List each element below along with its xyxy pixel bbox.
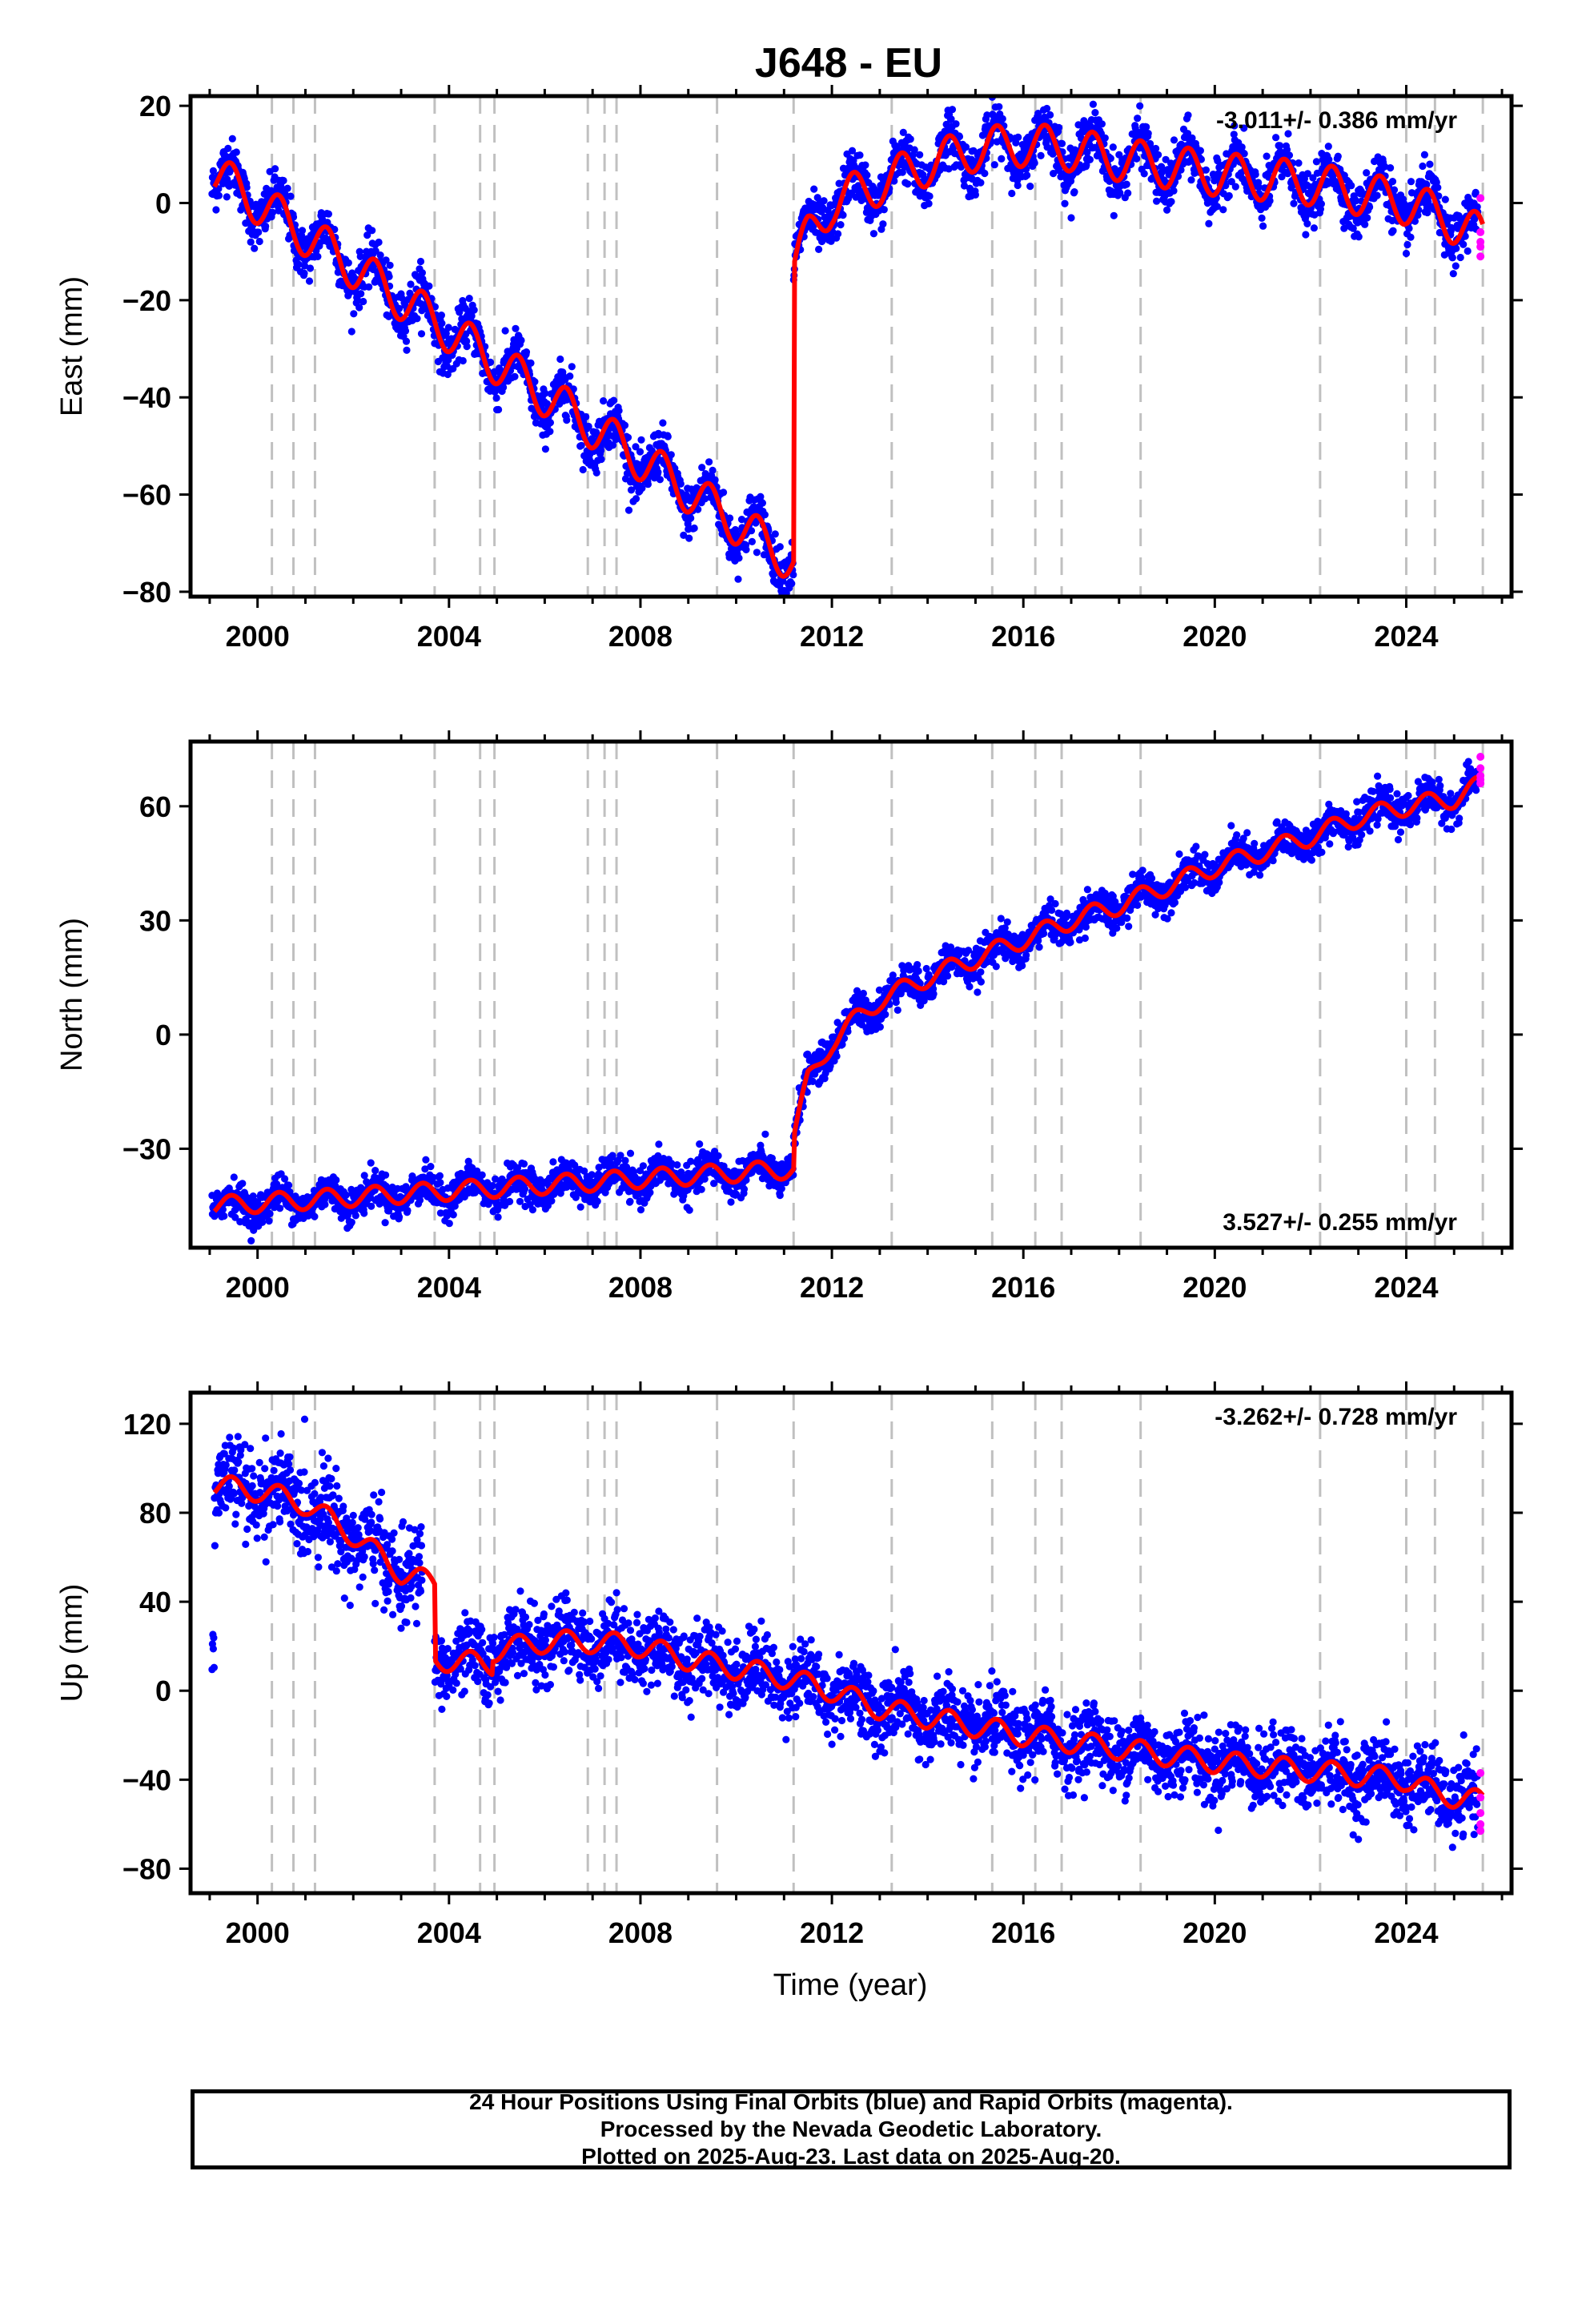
east-model-line — [212, 123, 1485, 579]
up-rapid-point — [1476, 1769, 1485, 1777]
footer-line-dates: Plotted on 2025-Aug-23. Last data on 202… — [581, 2144, 1121, 2169]
up-x-tick-label: 2012 — [800, 1916, 864, 1949]
north-x-tick-label: 2004 — [417, 1271, 481, 1304]
east-x-tick-label: 2000 — [226, 620, 290, 653]
north-x-tick-label: 2012 — [800, 1271, 864, 1304]
up-y-tick-label: −80 — [122, 1852, 171, 1885]
north-y-axis-title: North (mm) — [55, 918, 89, 1072]
east-x-tick-label: 2020 — [1182, 620, 1247, 653]
east-rapid-point — [1476, 243, 1485, 251]
north-x-tick-label: 2024 — [1374, 1271, 1438, 1304]
north-rapid-point — [1476, 753, 1485, 762]
up-y-tick-label: −40 — [122, 1763, 171, 1796]
north-plot-area — [208, 742, 1485, 1248]
north-y-tick-label: −30 — [122, 1132, 171, 1165]
up-points-cloud — [208, 1415, 1482, 1852]
north-frame — [188, 739, 1514, 1250]
north-points-cloud — [208, 758, 1482, 1245]
east-plot-area — [208, 96, 1485, 597]
footer-line-processor: Processed by the Nevada Geodetic Laborat… — [600, 2117, 1102, 2141]
footer-line-orbits: 24 Hour Positions Using Final Orbits (bl… — [469, 2089, 1233, 2114]
x-axis-title: Time (year) — [773, 1968, 928, 2002]
panel-up: 2000 2004 2008 2012 2016 2020 2024 −80 −40 0 40 80 1… — [55, 1381, 1523, 1949]
east-y-tick-label: −20 — [122, 284, 171, 317]
north-x-tick-label: 2020 — [1182, 1271, 1247, 1304]
up-plot-area — [208, 1393, 1485, 1893]
up-final-orbit-points — [208, 1415, 1482, 1852]
up-x-tick-label: 2024 — [1374, 1916, 1438, 1949]
up-x-tick-label: 2016 — [991, 1916, 1055, 1949]
up-rapid-point — [1476, 1809, 1485, 1817]
up-y-axis-title: Up (mm) — [55, 1584, 89, 1703]
east-frame — [188, 94, 1514, 599]
east-x-tick-label: 2012 — [800, 620, 864, 653]
footer-box: 24 Hour Positions Using Final Orbits (bl… — [191, 2089, 1512, 2169]
east-y-tick-label: 20 — [139, 90, 171, 123]
east-x-tick-label: 2008 — [608, 620, 673, 653]
east-x-tick-label: 2016 — [991, 620, 1055, 653]
north-rate-label: 3.527+/- 0.255 mm/yr — [1223, 1209, 1457, 1236]
east-y-tick-label: −60 — [122, 479, 171, 512]
up-y-tick-label: 0 — [155, 1675, 171, 1707]
east-rapid-orbit-points — [1476, 194, 1485, 261]
east-y-axis-title: East (mm) — [55, 276, 89, 416]
north-rapid-point — [1476, 764, 1485, 773]
east-y-tick-label: −80 — [122, 576, 171, 609]
north-final-orbit-points — [208, 758, 1482, 1245]
east-y-tick-label: −40 — [122, 381, 171, 414]
north-x-tick-label: 2008 — [608, 1271, 673, 1304]
north-y-tick-label: 60 — [139, 790, 171, 823]
up-rapid-point — [1476, 1827, 1485, 1835]
up-x-tick-label: 2004 — [417, 1916, 481, 1949]
up-rapid-orbit-points — [1476, 1769, 1485, 1835]
up-y-tick-label: 40 — [139, 1586, 171, 1618]
up-rapid-point — [1476, 1819, 1485, 1828]
east-rapid-point — [1476, 252, 1485, 261]
figure-title: J648 - EU — [755, 40, 942, 86]
up-x-tick-label: 2008 — [608, 1916, 673, 1949]
north-y-tick-label: 0 — [155, 1019, 171, 1051]
north-x-tick-label: 2000 — [226, 1271, 290, 1304]
east-y-tick-label: 0 — [155, 187, 171, 219]
up-y-tick-label: 120 — [123, 1408, 171, 1441]
up-x-tick-label: 2000 — [226, 1916, 290, 1949]
up-y-tick-label: 80 — [139, 1497, 171, 1530]
up-x-tick-label: 2020 — [1182, 1916, 1247, 1949]
east-rate-label: -3.011+/- 0.386 mm/yr — [1216, 107, 1457, 134]
north-x-tick-label: 2016 — [991, 1271, 1055, 1304]
panel-north: 2000 2004 2008 2012 2016 2020 2024 −30 0 30 60 Nort… — [55, 730, 1523, 1304]
up-rapid-point — [1476, 1793, 1485, 1802]
up-frame — [188, 1390, 1514, 1896]
panel-east: 2000 2004 2008 2012 2016 2020 2024 −80 −60 −40 −20… — [55, 85, 1523, 653]
east-rapid-point — [1476, 194, 1485, 203]
north-model-line — [212, 774, 1484, 1216]
east-x-tick-label: 2004 — [417, 620, 481, 653]
panels: 2000 2004 2008 2012 2016 2020 2024−80−60−40−20… — [55, 85, 1523, 1949]
up-rate-label: -3.262+/- 0.728 mm/yr — [1215, 1404, 1457, 1430]
north-rapid-orbit-points — [1476, 753, 1485, 788]
north-y-tick-label: 30 — [139, 904, 171, 937]
east-x-tick-label: 2024 — [1374, 620, 1438, 653]
up-model-line — [212, 1474, 1485, 1810]
north-rapid-point — [1476, 779, 1485, 788]
east-rapid-point — [1476, 227, 1485, 236]
